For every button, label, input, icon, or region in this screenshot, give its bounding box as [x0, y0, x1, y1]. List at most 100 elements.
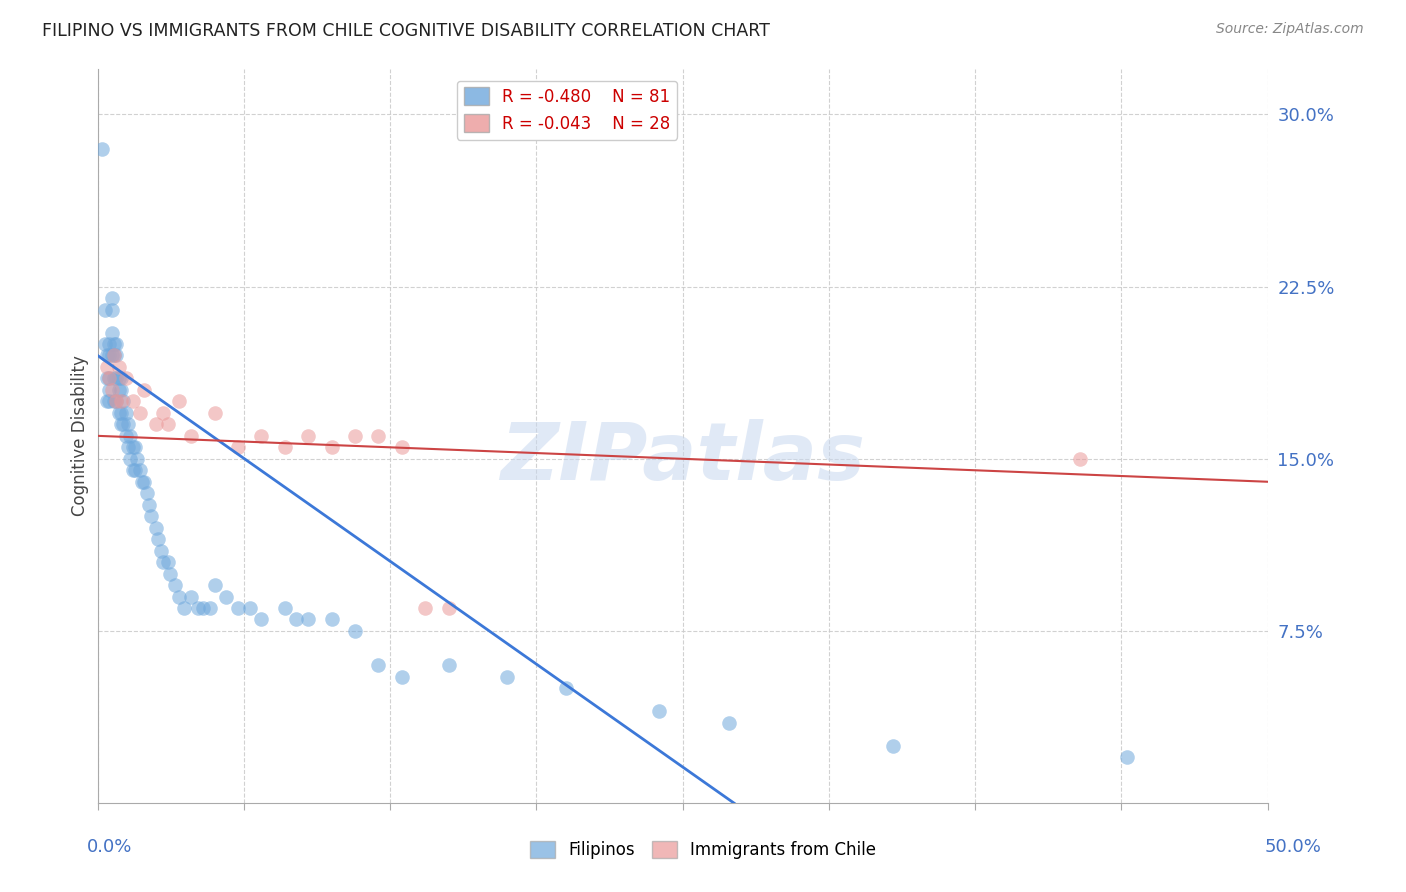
Point: [100, 326, 122, 340]
Point: [110, 417, 132, 432]
Point: [297, 429, 319, 443]
Point: [367, 429, 389, 443]
Point: [93, 337, 115, 351]
Point: [105, 394, 128, 409]
Point: [107, 359, 129, 374]
Point: [121, 394, 143, 409]
Point: [100, 291, 122, 305]
Point: [149, 543, 172, 558]
Point: [124, 463, 146, 477]
Point: [1116, 750, 1139, 764]
Point: [1069, 451, 1091, 466]
Point: [239, 601, 262, 615]
Point: [134, 475, 156, 489]
Text: ZIPatlas: ZIPatlas: [501, 419, 865, 497]
Point: [96, 394, 118, 409]
Point: [98, 337, 121, 351]
Point: [96, 349, 118, 363]
Point: [321, 613, 343, 627]
Point: [91, 142, 114, 156]
Point: [117, 440, 139, 454]
Point: [120, 451, 142, 466]
Point: [100, 383, 122, 397]
Point: [112, 417, 135, 432]
Point: [554, 681, 576, 696]
Point: [718, 715, 741, 730]
Point: [343, 624, 366, 638]
Point: [173, 601, 195, 615]
Point: [103, 371, 125, 385]
Point: [107, 371, 129, 385]
Point: [105, 371, 128, 385]
Point: [204, 406, 226, 420]
Point: [110, 383, 132, 397]
Point: [98, 383, 121, 397]
Point: [98, 371, 121, 385]
Point: [169, 590, 191, 604]
Point: [198, 601, 221, 615]
Point: [114, 406, 136, 420]
Point: [131, 475, 153, 489]
Point: [169, 394, 191, 409]
Point: [180, 590, 202, 604]
Text: FILIPINO VS IMMIGRANTS FROM CHILE COGNITIVE DISABILITY CORRELATION CHART: FILIPINO VS IMMIGRANTS FROM CHILE COGNIT…: [42, 22, 770, 40]
Point: [367, 658, 389, 673]
Y-axis label: Cognitive Disability: Cognitive Disability: [72, 355, 89, 516]
Point: [145, 417, 167, 432]
Point: [141, 509, 163, 524]
Point: [110, 394, 132, 409]
Point: [98, 349, 121, 363]
Point: [121, 440, 143, 454]
Point: [105, 349, 128, 363]
Point: [103, 394, 125, 409]
Point: [124, 440, 146, 454]
Point: [343, 429, 366, 443]
Point: [128, 463, 150, 477]
Point: [128, 406, 150, 420]
Point: [250, 613, 273, 627]
Point: [882, 739, 904, 753]
Point: [148, 532, 170, 546]
Point: [297, 613, 319, 627]
Point: [114, 371, 136, 385]
Point: [437, 658, 460, 673]
Point: [226, 601, 249, 615]
Point: [107, 406, 129, 420]
Point: [274, 440, 297, 454]
Point: [98, 371, 121, 385]
Point: [103, 337, 125, 351]
Text: 50.0%: 50.0%: [1265, 838, 1322, 856]
Point: [96, 359, 118, 374]
Point: [321, 440, 343, 454]
Point: [103, 349, 125, 363]
Point: [215, 590, 238, 604]
Point: [114, 429, 136, 443]
Point: [159, 566, 181, 581]
Point: [117, 417, 139, 432]
Point: [187, 601, 209, 615]
Point: [156, 555, 179, 569]
Point: [496, 670, 519, 684]
Point: [107, 383, 129, 397]
Text: 0.0%: 0.0%: [87, 838, 132, 856]
Point: [110, 406, 132, 420]
Point: [152, 406, 174, 420]
Point: [437, 601, 460, 615]
Point: [648, 704, 671, 718]
Point: [180, 429, 202, 443]
Point: [204, 578, 226, 592]
Point: [100, 302, 122, 317]
Point: [105, 337, 128, 351]
Text: Source: ZipAtlas.com: Source: ZipAtlas.com: [1216, 22, 1364, 37]
Point: [391, 440, 413, 454]
Point: [121, 463, 143, 477]
Point: [105, 394, 128, 409]
Point: [163, 578, 186, 592]
Point: [285, 613, 308, 627]
Point: [135, 486, 157, 500]
Point: [134, 383, 156, 397]
Point: [93, 302, 115, 317]
Point: [98, 394, 121, 409]
Point: [152, 555, 174, 569]
Point: [391, 670, 413, 684]
